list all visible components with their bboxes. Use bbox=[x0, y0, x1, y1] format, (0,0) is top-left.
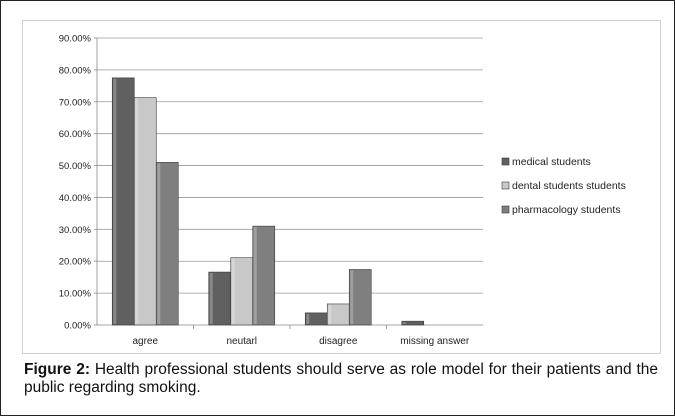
legend-swatch bbox=[501, 157, 510, 166]
bar-highlight bbox=[402, 322, 406, 324]
y-tick-label: 80.00% bbox=[59, 65, 92, 76]
caption-text: Health professional students should serv… bbox=[24, 361, 659, 396]
y-tick-label: 60.00% bbox=[59, 129, 92, 140]
y-tick-label: 40.00% bbox=[59, 193, 92, 204]
bar-highlight bbox=[157, 163, 161, 324]
x-tick-label: missing answer bbox=[400, 336, 470, 347]
caption-label: Figure 2: bbox=[24, 361, 90, 378]
bar-highlight bbox=[113, 78, 117, 324]
chart-area bbox=[22, 20, 661, 354]
legend-swatch bbox=[501, 205, 510, 214]
legend-label: pharmacology students bbox=[512, 204, 621, 216]
y-tick-label: 10.00% bbox=[59, 289, 92, 300]
y-tick-label: 90.00% bbox=[59, 34, 92, 45]
y-tick-label: 0.00% bbox=[64, 321, 91, 332]
bar-highlight bbox=[253, 227, 257, 324]
bar-neutarl-3 bbox=[252, 225, 276, 326]
legend-label: medical students bbox=[512, 156, 591, 168]
bar-highlight bbox=[231, 258, 235, 324]
y-tick-label: 50.00% bbox=[59, 161, 92, 172]
bar-missing-answer-1 bbox=[401, 320, 425, 326]
y-tick-label: 30.00% bbox=[59, 225, 92, 236]
figure-caption: Figure 2: Health professional students s… bbox=[24, 361, 658, 397]
y-tick-label: 70.00% bbox=[59, 97, 92, 108]
bar-highlight bbox=[135, 98, 139, 324]
bar-highlight bbox=[350, 270, 354, 324]
x-tick-label: disagree bbox=[319, 336, 358, 347]
y-tick-label: 20.00% bbox=[59, 257, 92, 268]
bar-agree-3 bbox=[155, 162, 179, 326]
bar-highlight bbox=[328, 304, 332, 324]
legend-label: dental students students bbox=[512, 180, 626, 192]
bar-highlight bbox=[306, 313, 310, 324]
bar-disagree-3 bbox=[348, 269, 372, 326]
legend-swatch bbox=[501, 181, 510, 190]
bar-highlight bbox=[209, 273, 213, 324]
x-tick-label: neutarl bbox=[226, 336, 257, 347]
x-tick-label: agree bbox=[132, 336, 158, 347]
